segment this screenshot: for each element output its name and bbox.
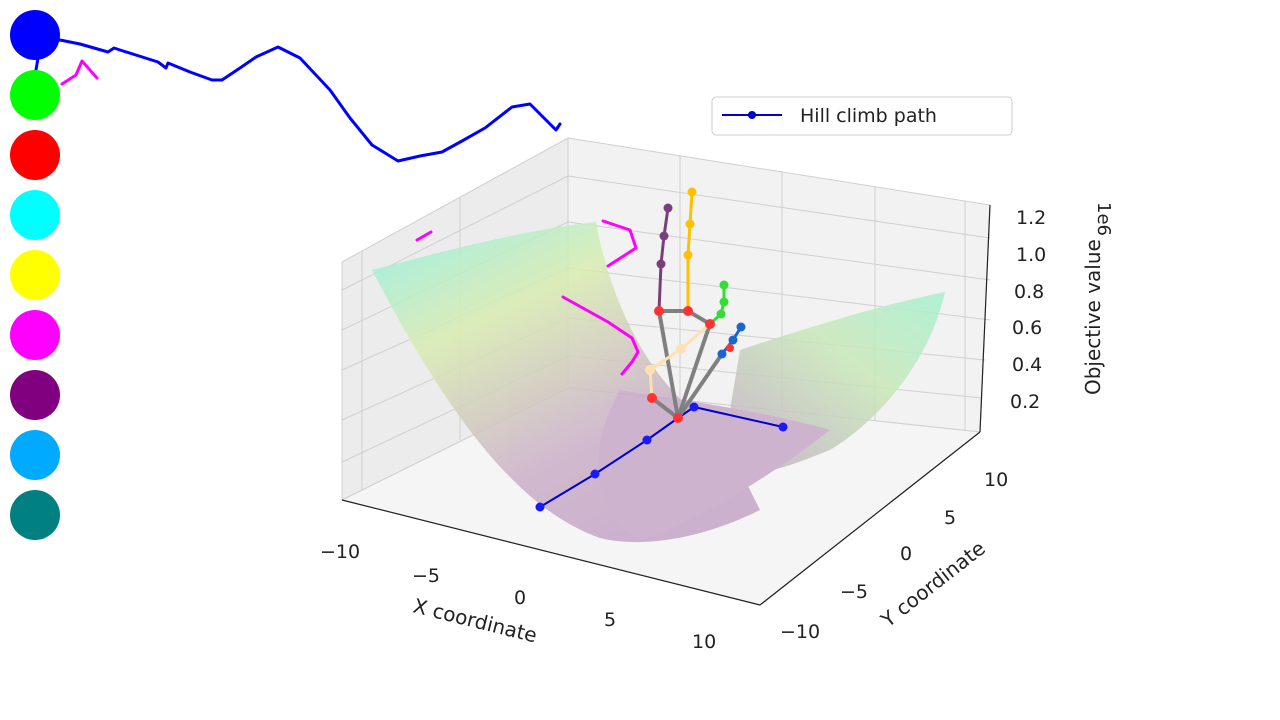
z-tick-label: 1.2 bbox=[1016, 207, 1046, 229]
joint bbox=[676, 344, 686, 354]
x-tick-label: −5 bbox=[412, 565, 440, 587]
index-finger bbox=[657, 207, 670, 312]
z-tick-label: 0.2 bbox=[1010, 391, 1040, 413]
color-palette bbox=[10, 10, 62, 540]
joint bbox=[685, 219, 695, 229]
joint bbox=[716, 309, 726, 319]
joint bbox=[687, 187, 697, 197]
joint bbox=[726, 344, 734, 352]
joint bbox=[683, 250, 693, 260]
joint bbox=[659, 231, 669, 241]
path-point bbox=[689, 402, 699, 412]
y-tick-label: 0 bbox=[900, 543, 912, 565]
joint bbox=[719, 280, 729, 290]
joints bbox=[645, 187, 746, 423]
path-point bbox=[642, 435, 652, 445]
freehand-strokes bbox=[34, 38, 640, 376]
y-tick-label: −10 bbox=[780, 621, 820, 643]
color-swatch-blue[interactable] bbox=[10, 10, 60, 60]
color-swatch-sky-blue[interactable] bbox=[10, 430, 60, 480]
legend-marker bbox=[748, 111, 756, 119]
hill-climb-path bbox=[535, 402, 788, 512]
y-tick-label: 10 bbox=[984, 469, 1008, 491]
joint bbox=[663, 203, 673, 213]
x-tick-label: 5 bbox=[604, 609, 616, 631]
path-point bbox=[535, 502, 545, 512]
y-tick-label: −5 bbox=[840, 581, 868, 603]
color-swatch-green[interactable] bbox=[10, 70, 60, 120]
legend-label: Hill climb path bbox=[800, 105, 937, 127]
x-tick-label: −10 bbox=[320, 541, 360, 563]
middle-finger bbox=[686, 191, 694, 311]
z-axis-ticks: 0.2 0.4 0.6 0.8 1.0 1.2 bbox=[1010, 207, 1046, 413]
hand-skeleton bbox=[645, 187, 746, 423]
path-point bbox=[778, 422, 788, 432]
color-swatch-magenta[interactable] bbox=[10, 310, 60, 360]
z-axis-label: Objective value bbox=[1081, 239, 1105, 395]
x-axis-ticks: −10 −5 0 5 10 bbox=[320, 541, 716, 653]
x-tick-label: 0 bbox=[514, 587, 526, 609]
magenta-stroke bbox=[415, 230, 433, 242]
color-swatch-cyan[interactable] bbox=[10, 190, 60, 240]
joint bbox=[736, 322, 746, 332]
z-tick-label: 0.8 bbox=[1014, 281, 1044, 303]
z-axis-multiplier: 1e6 bbox=[1093, 202, 1114, 236]
y-tick-label: 5 bbox=[944, 507, 956, 529]
color-swatch-red[interactable] bbox=[10, 130, 60, 180]
joint bbox=[645, 365, 655, 375]
joint bbox=[673, 413, 683, 423]
y-axis-label: Y coordinate bbox=[876, 536, 990, 633]
joint bbox=[683, 306, 693, 316]
blue-scribble bbox=[34, 38, 562, 163]
z-tick-label: 0.6 bbox=[1012, 317, 1042, 339]
path-line bbox=[539, 405, 784, 508]
color-swatch-yellow[interactable] bbox=[10, 250, 60, 300]
z-tick-label: 0.4 bbox=[1012, 354, 1042, 376]
surface bbox=[372, 222, 945, 543]
legend: Hill climb path bbox=[711, 96, 1013, 136]
joint bbox=[717, 349, 727, 359]
joint bbox=[705, 319, 715, 329]
x-tick-label: 10 bbox=[692, 631, 716, 653]
legend-box bbox=[711, 96, 1013, 136]
magenta-stroke bbox=[60, 59, 99, 86]
color-swatch-teal[interactable] bbox=[10, 490, 60, 540]
thumb-finger bbox=[648, 322, 711, 399]
joint bbox=[728, 335, 738, 345]
joint bbox=[654, 306, 664, 316]
surface-bottom bbox=[598, 390, 830, 540]
axis-lines bbox=[341, 204, 991, 606]
z-tick-label: 1.0 bbox=[1016, 244, 1046, 266]
color-swatch-purple[interactable] bbox=[10, 370, 60, 420]
y-axis-ticks: −10 −5 0 5 10 bbox=[780, 469, 1008, 643]
joint bbox=[719, 297, 729, 307]
path-point bbox=[590, 469, 600, 479]
magenta-stroke bbox=[561, 295, 640, 376]
magenta-stroke bbox=[601, 219, 638, 268]
joint bbox=[647, 393, 657, 403]
ring-finger bbox=[708, 285, 726, 326]
joint bbox=[656, 259, 666, 269]
